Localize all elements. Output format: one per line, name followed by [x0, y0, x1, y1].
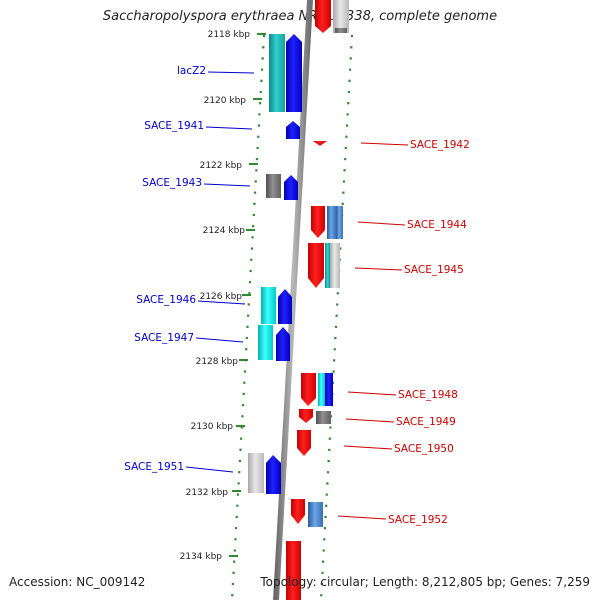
tick-label: 2130 kbp: [191, 422, 234, 432]
leader-line: [360, 142, 409, 146]
feature-block: [327, 206, 336, 239]
leader-line: [337, 515, 387, 520]
reverse-gene-labels: SACE_1942 SACE_1944 SACE_1945 SACE_1948 …: [337, 139, 470, 526]
gene-label-sace-1952: SACE_1952: [388, 514, 448, 526]
reverse-gene-arrow: [299, 409, 313, 423]
gene-label-sace-1949: SACE_1949: [396, 416, 456, 428]
gene-label-sace-1948: SACE_1948: [398, 389, 458, 401]
gene-label-sace-1943: SACE_1943: [142, 177, 202, 189]
leader-line: [197, 300, 246, 305]
feature-block: [335, 28, 347, 33]
feature-block: [325, 373, 333, 406]
feature-block: [308, 502, 323, 527]
feature-block: [316, 411, 331, 424]
gene-label-sace-1941: SACE_1941: [144, 120, 204, 132]
leader-line: [345, 418, 395, 423]
tick-label: 2124 kbp: [203, 226, 246, 236]
tick-label: 2134 kbp: [180, 552, 223, 562]
feature-block: [336, 206, 343, 239]
leader-line: [195, 337, 244, 343]
dashed-boundaries: [230, 34, 354, 600]
feature-block: [318, 373, 325, 406]
gene-label-sace-1944: SACE_1944: [407, 219, 467, 231]
tick-label: 2120 kbp: [204, 96, 247, 106]
tick-label: 2128 kbp: [196, 357, 239, 367]
gene-label-sace-1945: SACE_1945: [404, 264, 464, 276]
forward-gene-arrow: [286, 121, 300, 139]
gene-label-sace-1946: SACE_1946: [136, 294, 196, 306]
reverse-gene-arrow: [301, 373, 316, 406]
tick-marks: [229, 33, 266, 557]
reverse-gene-arrow: [311, 206, 325, 238]
gene-label-sace-1942: SACE_1942: [410, 139, 470, 151]
accession-text: Accession: NC_009142: [9, 575, 146, 589]
feature-block: [333, 0, 349, 33]
forward-strand-features[interactable]: [248, 34, 302, 494]
leader-line: [347, 391, 397, 396]
tick-label: 2118 kbp: [208, 30, 251, 40]
feature-block: [248, 453, 264, 493]
feature-block: [269, 34, 285, 112]
topology-text: Topology: circular; Length: 8,212,805 bp…: [260, 575, 590, 589]
reverse-gene-arrow: [291, 499, 305, 524]
leader-line: [207, 71, 255, 74]
inner-dashed-boundary: [230, 34, 266, 600]
feature-block: [330, 243, 340, 288]
feature-block: [261, 287, 276, 324]
reverse-gene-arrow: [297, 430, 311, 456]
leader-line: [203, 183, 251, 187]
reverse-gene-arrow: [315, 0, 331, 33]
tick-label: 2132 kbp: [186, 488, 229, 498]
forward-gene-arrow: [286, 34, 302, 112]
leader-line: [343, 445, 393, 450]
forward-gene-arrow: [284, 175, 298, 200]
reverse-gene-arrow: [308, 243, 324, 288]
gene-label-sace-1947: SACE_1947: [134, 332, 194, 344]
gene-label-sace-1950: SACE_1950: [394, 443, 454, 455]
tick-label: 2126 kbp: [200, 292, 243, 302]
feature-block: [266, 174, 281, 198]
leader-line: [357, 221, 406, 226]
reverse-gene-arrow: [313, 141, 327, 146]
feature-block: [325, 243, 330, 288]
tick-label: 2122 kbp: [200, 161, 243, 171]
forward-gene-arrow: [276, 327, 290, 361]
reverse-strand-features[interactable]: [286, 141, 343, 600]
map-title: Saccharopolyspora erythraea NRRL 2338, c…: [102, 9, 498, 24]
top-features: [315, 0, 349, 33]
reverse-gene-arrow: [286, 541, 301, 600]
forward-gene-labels: lacZ2 SACE_1941 SACE_1943 SACE_1946 SACE…: [124, 65, 255, 473]
leader-line: [354, 267, 403, 271]
gene-label-lacz2: lacZ2: [177, 65, 206, 77]
outer-dashed-boundary: [319, 34, 354, 600]
feature-block: [258, 325, 273, 360]
leader-line: [205, 126, 253, 130]
leader-line: [185, 466, 234, 473]
forward-gene-arrow: [278, 289, 292, 324]
forward-gene-arrow: [266, 455, 281, 494]
gene-label-sace-1951: SACE_1951: [124, 461, 184, 473]
genome-backbone: [273, 0, 313, 600]
tick-labels: 2118 kbp 2120 kbp 2122 kbp 2124 kbp 2126…: [180, 30, 251, 562]
